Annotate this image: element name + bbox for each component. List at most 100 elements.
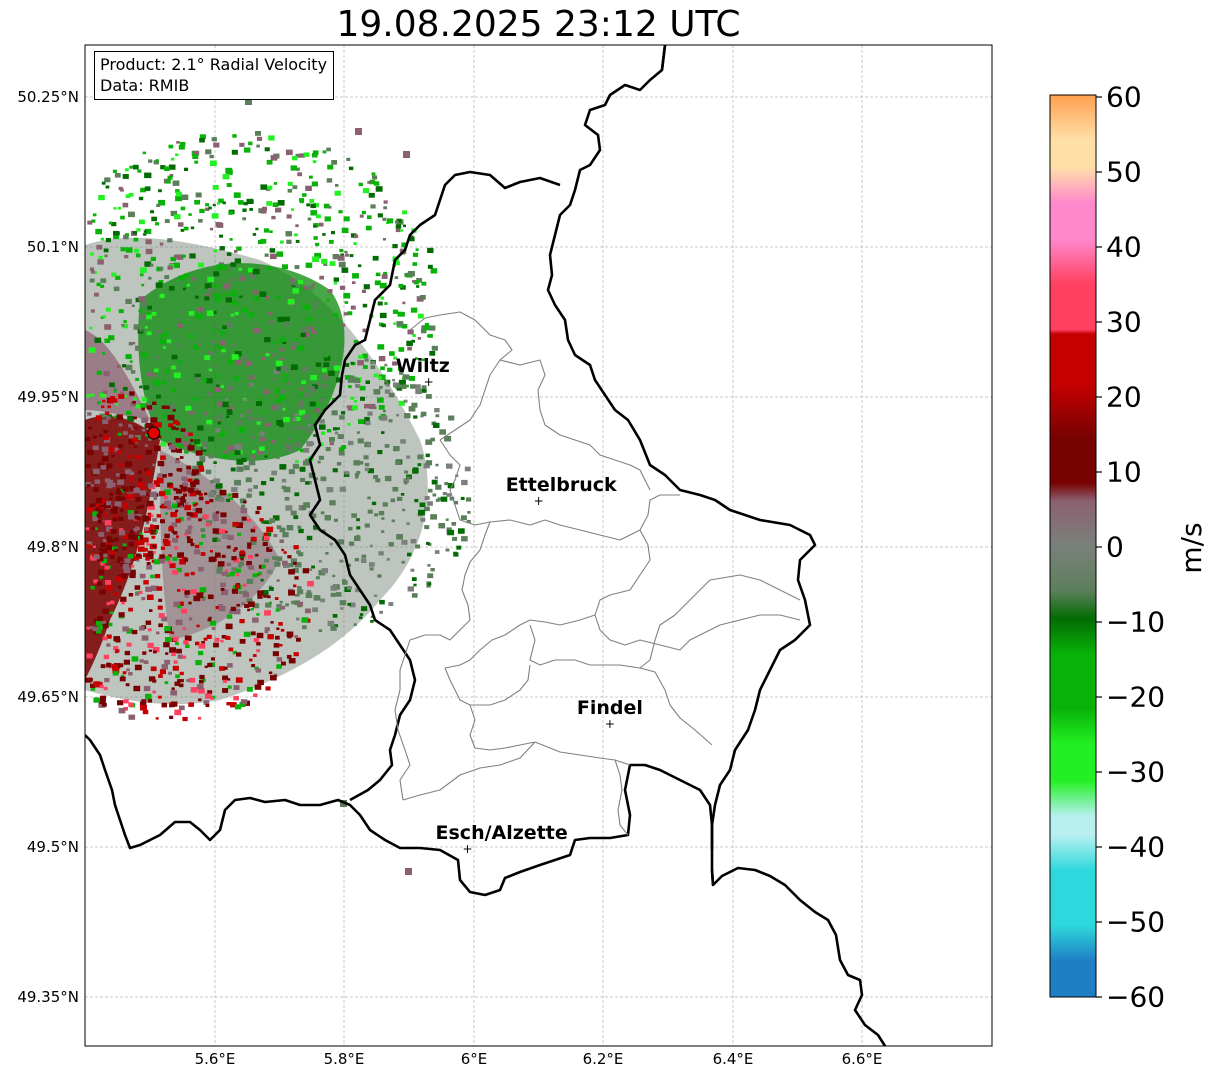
radar-pixel <box>438 523 446 529</box>
radar-pixel <box>113 447 120 452</box>
radar-pixel <box>370 204 376 209</box>
radar-pixel <box>269 546 273 549</box>
radar-pixel <box>425 439 433 445</box>
radar-pixel <box>218 431 226 437</box>
radar-pixel <box>112 667 120 674</box>
radar-pixel <box>274 402 280 408</box>
radar-pixel <box>192 502 197 506</box>
radar-pixel <box>232 549 237 552</box>
radar-pixel <box>160 561 164 564</box>
radar-pixel <box>192 397 198 401</box>
radar-pixel <box>183 493 187 497</box>
radar-pixel <box>410 568 415 572</box>
radar-pixel <box>115 275 121 280</box>
radar-pixel <box>216 483 223 489</box>
radar-pixel <box>171 530 175 533</box>
radar-pixel <box>457 528 465 534</box>
radar-pixel <box>378 551 384 556</box>
radar-pixel <box>179 456 184 459</box>
radar-pixel <box>188 432 193 436</box>
radar-pixel <box>143 660 149 664</box>
radar-pixel <box>91 219 96 223</box>
radar-pixel <box>402 374 410 380</box>
radar-pixel <box>96 513 102 518</box>
radar-pixel <box>122 364 127 368</box>
radar-pixel <box>106 483 113 489</box>
radar-pixel <box>234 258 241 264</box>
radar-pixel <box>434 550 440 554</box>
radar-pixel <box>229 238 233 241</box>
radar-pixel <box>279 644 283 647</box>
radar-pixel <box>378 510 385 516</box>
colorbar-unit-label: m/s <box>1175 522 1207 574</box>
radar-pixel <box>291 600 296 605</box>
radar-pixel <box>100 465 107 470</box>
radar-pixel <box>239 619 245 624</box>
radar-pixel <box>143 233 147 236</box>
radar-pixel <box>187 487 195 493</box>
radar-pixel <box>362 188 370 194</box>
radar-pixel <box>134 664 142 671</box>
radar-pixel <box>144 261 152 267</box>
radar-pixel <box>288 563 294 568</box>
radar-pixel <box>137 470 142 474</box>
radar-pixel <box>336 427 340 430</box>
radar-pixel <box>95 415 102 421</box>
radar-pixel <box>308 175 313 179</box>
radar-pixel <box>248 555 253 559</box>
radar-pixel <box>253 693 258 697</box>
radar-pixel <box>279 394 286 401</box>
radar-pixel <box>231 588 239 594</box>
radar-pixel <box>206 310 214 316</box>
radar-pixel <box>216 565 223 571</box>
radar-pixel <box>146 312 151 316</box>
radar-pixel <box>409 235 414 239</box>
radar-pixel <box>199 456 206 461</box>
radar-pixel <box>312 607 318 613</box>
radar-pixel <box>212 528 220 534</box>
radar-pixel <box>97 624 102 628</box>
radar-pixel <box>140 187 146 193</box>
radar-pixel <box>242 208 247 212</box>
radar-pixel <box>222 679 227 683</box>
radar-pixel <box>205 500 210 505</box>
radar-pixel <box>188 410 195 415</box>
radar-pixel <box>361 210 366 215</box>
radar-pixel <box>117 556 123 561</box>
radar-pixel <box>175 488 182 494</box>
radar-pixel <box>190 439 194 442</box>
radar-pixel <box>415 388 422 395</box>
radar-pixel <box>188 213 192 216</box>
radar-pixel <box>98 547 103 551</box>
radar-pixel <box>371 501 377 506</box>
radar-pixel <box>114 173 121 178</box>
radar-pixel <box>168 473 173 477</box>
radar-pixel <box>169 647 176 653</box>
radar-pixel <box>157 435 162 439</box>
radar-pixel <box>150 574 155 579</box>
radar-pixel <box>382 217 387 221</box>
radar-pixel <box>87 449 94 456</box>
radar-pixel <box>449 496 455 501</box>
radar-pixel <box>204 693 212 699</box>
radar-pixel <box>114 501 122 507</box>
radar-pixel <box>122 543 127 547</box>
radar-pixel <box>381 517 385 520</box>
radar-pixel <box>269 320 273 324</box>
radar-pixel <box>290 449 294 453</box>
radar-pixel <box>171 354 178 360</box>
radar-pixel <box>122 486 129 492</box>
radar-pixel <box>97 625 103 630</box>
radar-pixel <box>401 242 408 248</box>
radar-pixel <box>238 200 244 205</box>
radar-pixel <box>421 281 427 286</box>
radar-pixel <box>363 455 369 460</box>
colorbar-tick-label: 20 <box>1106 380 1142 414</box>
radar-pixel <box>94 292 99 297</box>
radar-pixel <box>218 419 222 423</box>
radar-pixel <box>169 174 174 177</box>
radar-pixel <box>423 463 430 469</box>
radar-pixel <box>241 356 247 361</box>
radar-pixel <box>431 345 438 351</box>
radar-pixel <box>184 594 189 598</box>
